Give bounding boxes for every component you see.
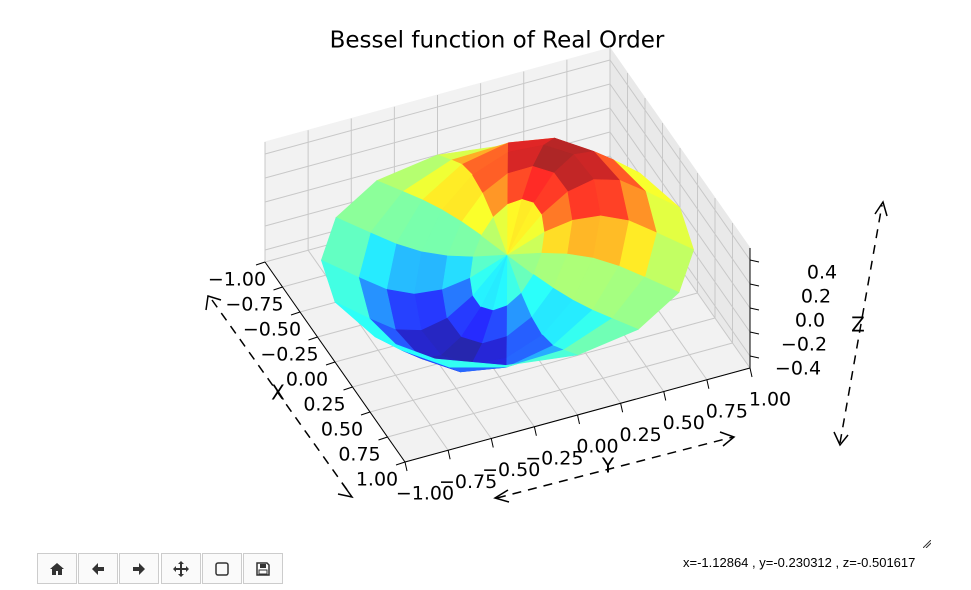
resize-handle[interactable] xyxy=(923,540,931,548)
zoom-button[interactable] xyxy=(202,553,242,584)
y-tick xyxy=(533,426,537,436)
x-tick-label: 0.75 xyxy=(338,444,380,466)
y-tick xyxy=(490,438,494,448)
pan-button[interactable] xyxy=(161,553,201,584)
z-tick xyxy=(749,307,760,311)
back-icon xyxy=(92,562,104,575)
grid-line xyxy=(609,59,751,261)
y-tick-label: −0.75 xyxy=(439,471,497,493)
forward-icon xyxy=(133,562,145,575)
forward-button[interactable] xyxy=(119,553,159,584)
y-tick-label: 0.50 xyxy=(663,412,705,434)
surface-face xyxy=(434,358,507,368)
y-tick xyxy=(706,379,710,389)
x-tick xyxy=(343,386,353,391)
z-tick-label: 0.4 xyxy=(807,262,837,284)
status-text: x=-1.12864 , y=-0.230312 , z=-0.501617 xyxy=(683,555,916,570)
y-axis-line xyxy=(404,367,751,463)
x-tick-label: 1.00 xyxy=(356,469,398,491)
grid-line xyxy=(264,83,611,179)
y-tick-label: 0.25 xyxy=(619,424,661,446)
x-tick xyxy=(325,361,336,366)
grid-line xyxy=(609,83,751,285)
chart: Bessel function of Real Order −1.00−0.75… xyxy=(205,28,888,505)
surface xyxy=(320,137,695,373)
y-tick xyxy=(404,461,408,472)
x-axis-label: X xyxy=(271,381,285,405)
z-tick-label: −0.4 xyxy=(775,358,821,380)
y-tick xyxy=(447,450,451,460)
y-tick xyxy=(620,403,624,413)
axis-arrowheads xyxy=(205,200,888,503)
x-tick xyxy=(378,436,388,441)
y-tick xyxy=(749,367,753,378)
x-axis-line xyxy=(264,261,406,463)
x-tick xyxy=(290,311,301,316)
y-tick-label: 0.00 xyxy=(576,436,618,458)
x-tick xyxy=(255,261,266,266)
y-tick xyxy=(663,391,667,401)
y-tick-label: −0.50 xyxy=(482,459,540,481)
x-tick xyxy=(308,336,318,341)
home-icon xyxy=(50,562,64,575)
z-tick-label: −0.2 xyxy=(781,334,827,356)
z-tick xyxy=(749,283,760,287)
z-tick xyxy=(749,331,760,335)
x-tick xyxy=(395,461,406,466)
save-icon xyxy=(256,561,270,576)
y-tick-label: −0.25 xyxy=(525,447,583,469)
x-tick-label: −1.00 xyxy=(208,269,266,291)
home-button[interactable] xyxy=(37,553,77,584)
chart-title: Bessel function of Real Order xyxy=(330,28,665,54)
z-tick xyxy=(749,259,760,263)
z-tick-label: 0.0 xyxy=(795,310,825,332)
y-tick-label: 0.75 xyxy=(706,400,748,422)
y-tick-label: −1.00 xyxy=(396,483,454,505)
x-tick-label: −0.50 xyxy=(243,319,301,341)
z-tick-label: 0.2 xyxy=(801,286,831,308)
z-axis-label: Z xyxy=(851,313,865,337)
x-tick-label: 0.00 xyxy=(286,369,328,391)
x-tick-label: −0.75 xyxy=(225,294,283,316)
save-button[interactable] xyxy=(243,553,283,584)
pan-icon xyxy=(173,560,189,577)
y-axis-label: Y xyxy=(601,454,615,478)
zoom-icon xyxy=(215,561,229,576)
grid-line xyxy=(264,59,611,155)
x-tick xyxy=(273,286,283,291)
x-tick-label: −0.25 xyxy=(260,344,318,366)
y-tick xyxy=(577,414,580,425)
axis-arrows xyxy=(211,204,883,499)
y-tick-label: 1.00 xyxy=(749,389,791,411)
z-tick xyxy=(749,355,760,359)
x-tick-label: 0.50 xyxy=(321,419,363,441)
x-tick-label: 0.25 xyxy=(303,394,345,416)
x-tick xyxy=(360,411,371,416)
back-button[interactable] xyxy=(78,553,118,584)
